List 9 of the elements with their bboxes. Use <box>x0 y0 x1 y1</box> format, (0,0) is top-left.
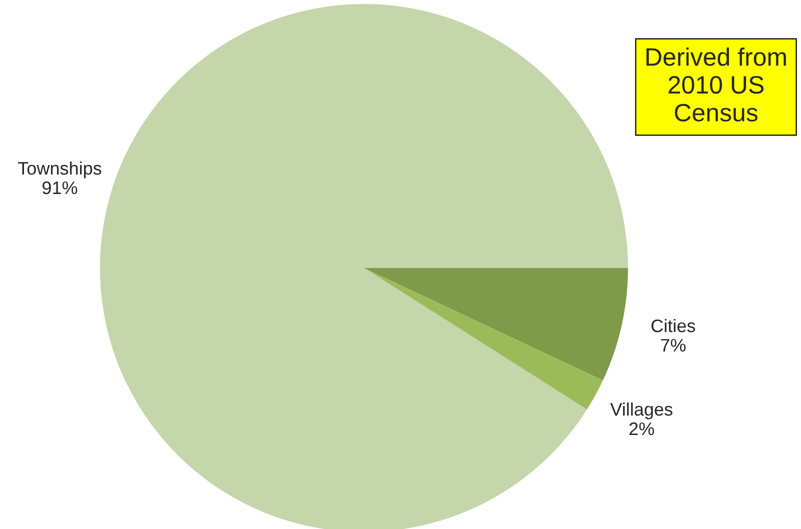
data-label: 91% <box>42 181 78 194</box>
slice-label: Townships <box>18 161 102 178</box>
pie-slice <box>364 268 603 410</box>
pie-slice <box>364 268 628 380</box>
slice-label: Villages <box>610 402 672 420</box>
data-label: 2% <box>629 422 654 436</box>
slice-label: Cities <box>652 318 696 332</box>
text: Derived from 2010 US Census <box>646 48 786 122</box>
data-label: 7% <box>661 338 686 352</box>
